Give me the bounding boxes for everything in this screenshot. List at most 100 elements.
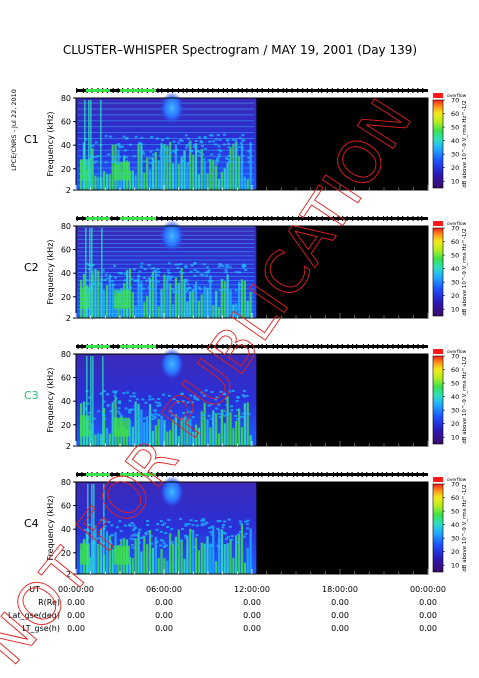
emission-speckle <box>247 156 251 159</box>
status-tick <box>382 216 385 221</box>
emission-column <box>154 425 157 446</box>
emission-column <box>137 403 140 446</box>
ephemeris-value: 0.00 <box>243 598 261 607</box>
emission-column <box>180 540 183 574</box>
emission-speckle <box>236 541 240 544</box>
emission-speckle <box>141 398 145 401</box>
status-tick <box>361 216 363 221</box>
emission-column <box>217 178 221 190</box>
emission-speckle <box>118 401 122 404</box>
emission-speckle <box>169 410 173 413</box>
emission-speckle <box>103 278 107 281</box>
emission-speckle <box>230 405 234 408</box>
emission-column <box>174 414 178 446</box>
emission-column <box>246 179 249 190</box>
status-ok-segment <box>120 89 156 92</box>
emission-spike <box>91 228 93 318</box>
colorbar-tick-label: 10 <box>451 178 459 186</box>
emission-speckle <box>228 390 232 393</box>
emission-column <box>232 304 235 318</box>
colorbar <box>432 483 444 573</box>
emission-speckle <box>148 412 152 415</box>
emission-column <box>246 402 249 446</box>
status-tick <box>296 472 298 477</box>
emission-column <box>154 536 157 574</box>
status-tick <box>376 88 378 93</box>
status-tick <box>292 472 295 477</box>
emission-speckle <box>112 546 116 549</box>
status-tick <box>226 344 228 349</box>
emission-column <box>177 282 180 318</box>
emission-speckle <box>228 159 232 162</box>
emission-speckle <box>149 150 153 153</box>
emission-column <box>105 530 109 574</box>
status-tick <box>306 344 308 349</box>
status-tick <box>287 344 290 349</box>
status-tick <box>116 216 118 221</box>
emission-speckle <box>214 162 218 165</box>
status-tick <box>407 344 409 349</box>
emission-speckle <box>222 409 226 412</box>
emission-speckle <box>216 159 220 162</box>
ytick-label: 80 <box>61 350 71 359</box>
emission-speckle <box>218 289 222 292</box>
emission-speckle <box>181 418 185 421</box>
interference-line <box>78 305 255 306</box>
interference-line <box>78 155 255 157</box>
emission-speckle <box>187 287 191 290</box>
emission-speckle <box>207 159 211 162</box>
emission-speckle <box>166 274 170 277</box>
emission-speckle <box>93 161 97 164</box>
emission-speckle <box>109 410 113 413</box>
emission-speckle <box>123 524 127 527</box>
emission-speckle <box>152 415 156 418</box>
colorbar-tick-label: 40 <box>451 521 459 529</box>
emission-speckle <box>209 403 213 406</box>
emission-speckle <box>184 146 188 149</box>
emission-speckle <box>172 149 176 152</box>
emission-speckle <box>172 290 176 293</box>
emission-speckle <box>150 542 154 545</box>
status-tick <box>386 216 388 221</box>
emission-speckle <box>166 277 170 280</box>
emission-speckle <box>222 524 226 527</box>
emission-speckle <box>184 290 188 293</box>
status-tick <box>262 216 264 221</box>
emission-column <box>174 144 178 190</box>
emission-speckle <box>200 524 204 527</box>
emission-speckle <box>182 411 186 414</box>
emission-speckle <box>231 389 235 392</box>
status-tick <box>287 216 289 221</box>
emission-speckle <box>244 412 248 415</box>
emission-speckle <box>218 138 222 141</box>
emission-speckle <box>110 524 114 527</box>
status-tick <box>157 472 159 477</box>
emission-column <box>94 434 97 446</box>
status-tick <box>226 216 229 221</box>
status-tick <box>382 344 384 349</box>
colorbar-overflow-label: overflow <box>447 349 467 355</box>
status-tick <box>227 472 229 477</box>
emission-column <box>223 544 226 574</box>
emission-speckle <box>130 521 134 524</box>
ytick-label: 60 <box>61 374 71 383</box>
interference-line <box>78 300 255 302</box>
colorbar-label: dB above 10^-9 V_rms Hz^-1/2 <box>462 356 468 444</box>
emission-column <box>209 543 212 574</box>
emission-speckle <box>242 395 246 398</box>
emission-speckle <box>168 276 172 279</box>
emission-speckle <box>242 535 246 538</box>
status-tick <box>332 472 335 477</box>
colorbar-tick-label: 10 <box>451 306 459 314</box>
emission-speckle <box>129 286 133 289</box>
status-tick <box>347 88 349 93</box>
emission-column <box>143 302 146 318</box>
emission-speckle <box>179 518 183 521</box>
ytick-label: 40 <box>61 269 71 278</box>
emission-speckle <box>158 404 162 407</box>
emission-speckle <box>86 402 90 405</box>
status-tick <box>192 88 194 93</box>
interference-line <box>78 280 255 282</box>
status-tick <box>186 88 188 93</box>
emission-column <box>217 433 221 446</box>
